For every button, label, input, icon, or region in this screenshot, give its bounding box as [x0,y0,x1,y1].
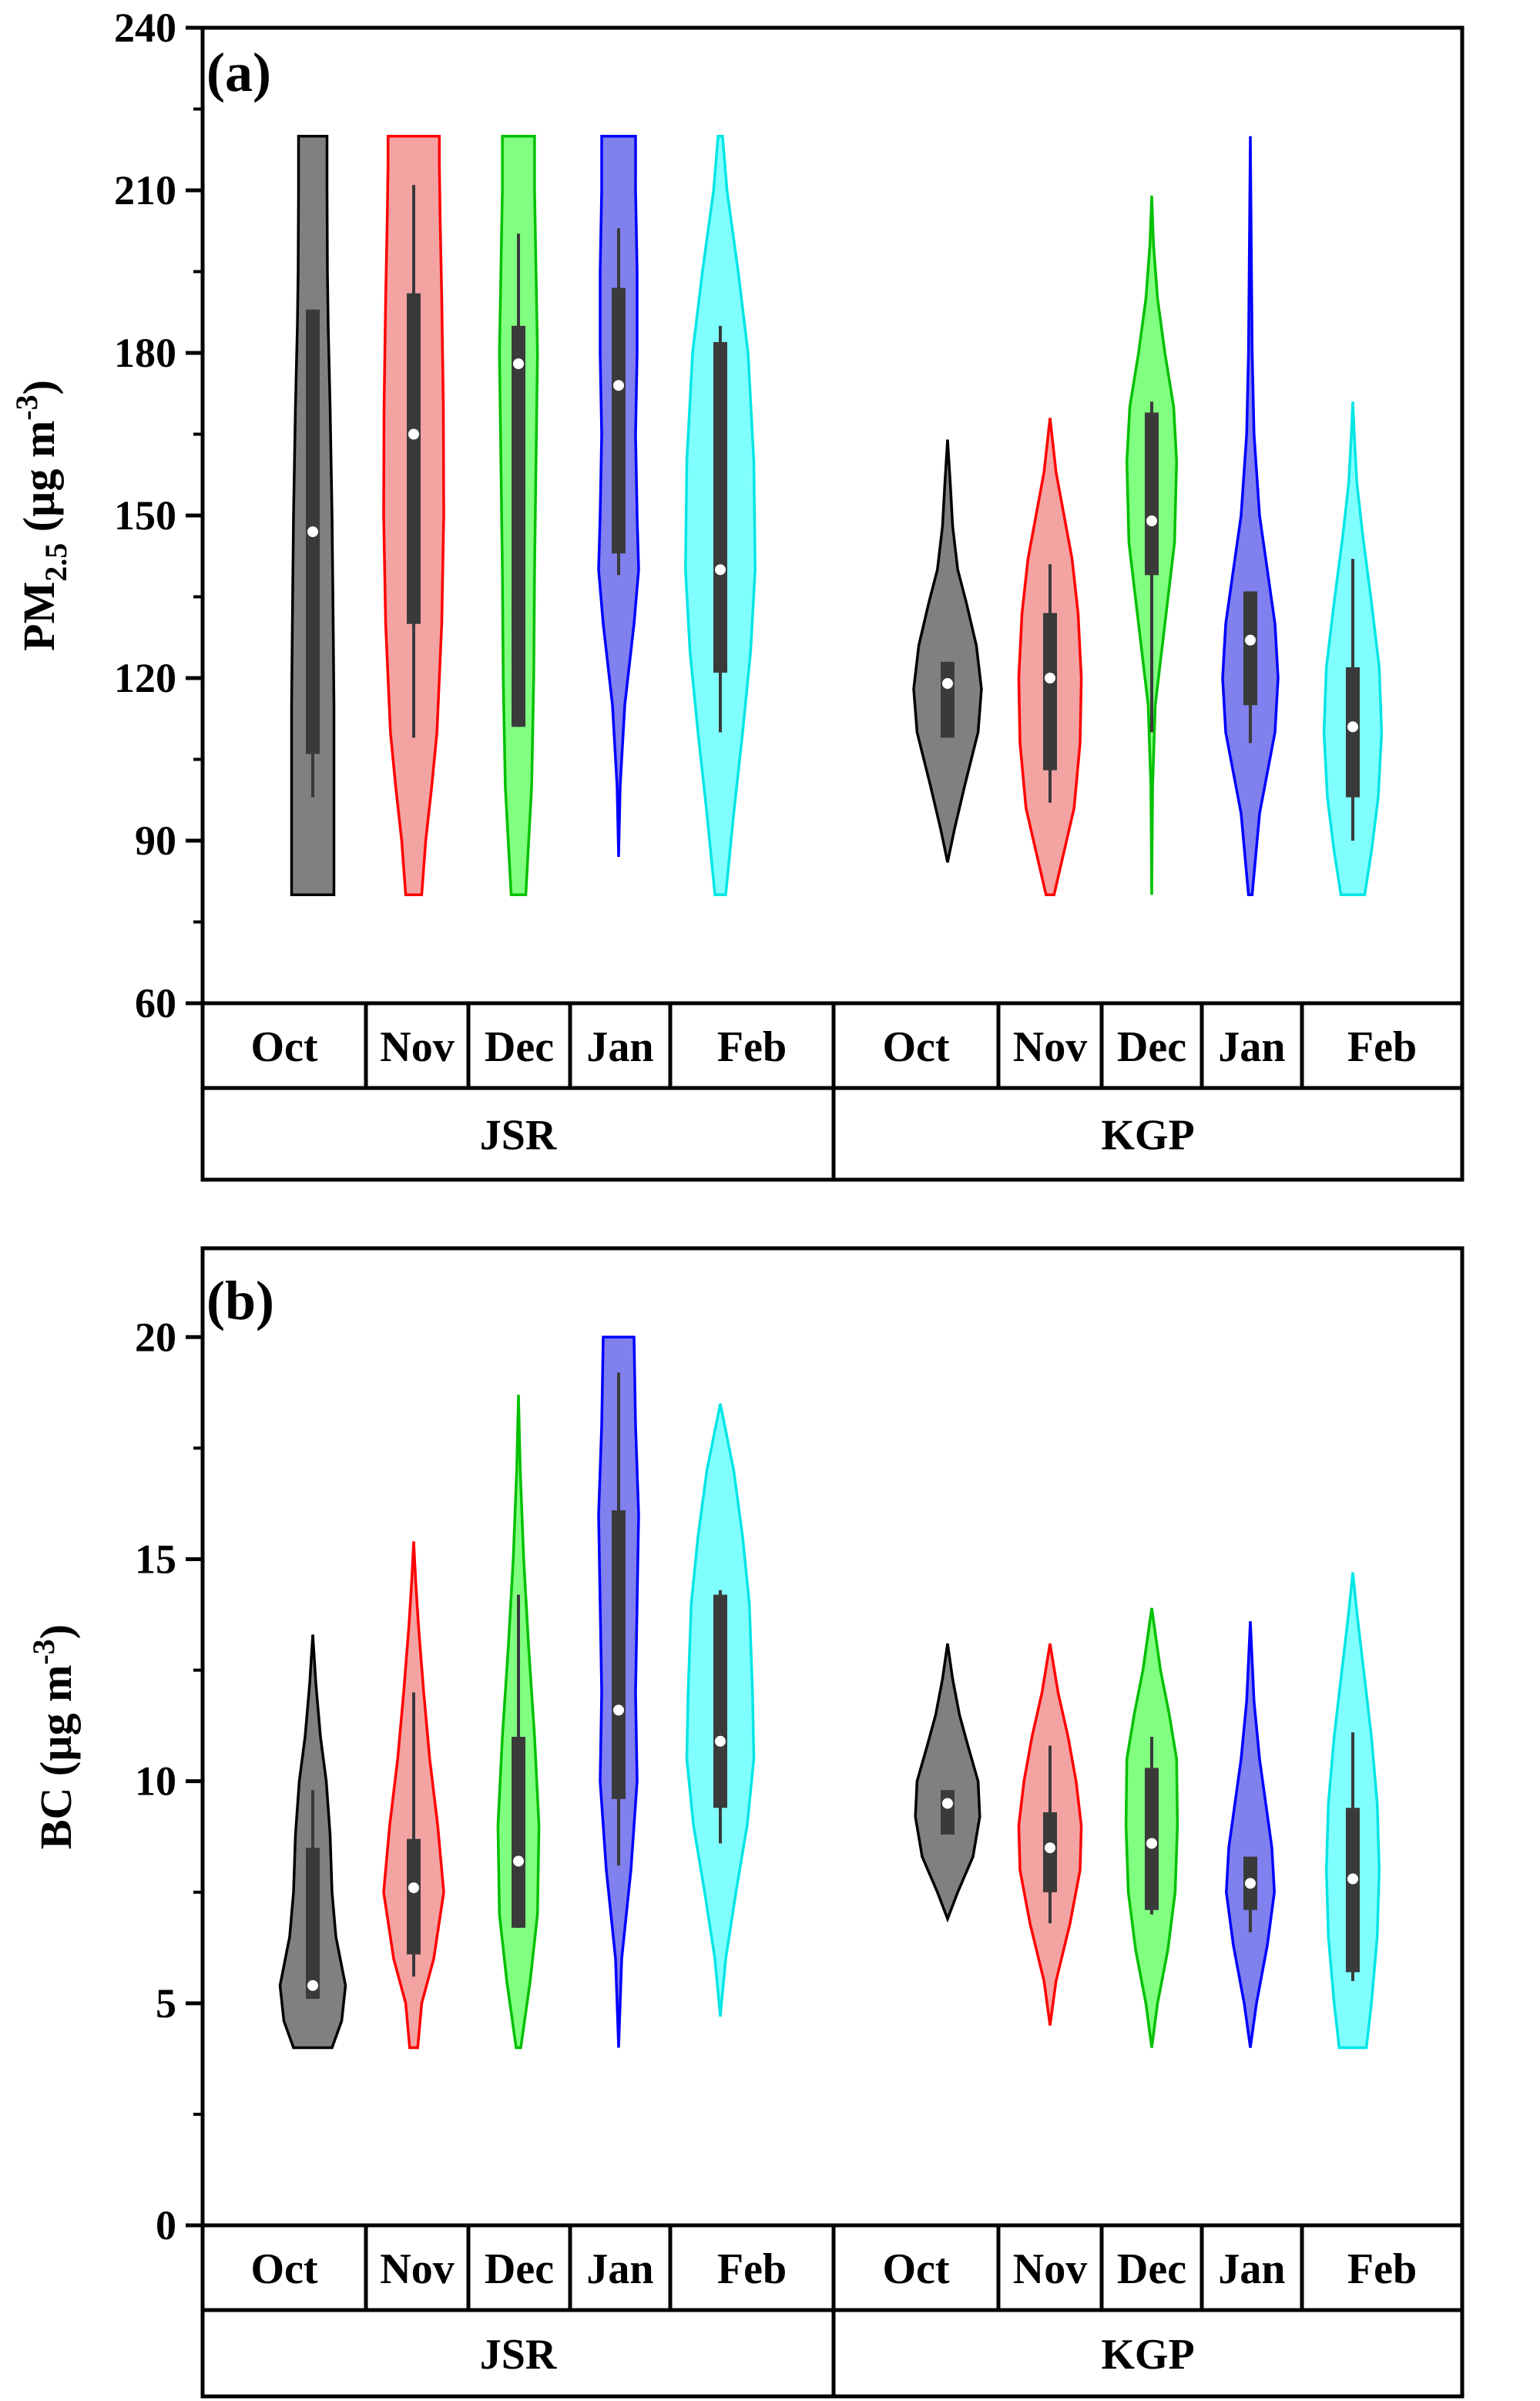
median-marker [408,1882,419,1893]
iqr-box [407,293,421,624]
iqr-box [1243,591,1257,706]
iqr-box [512,1737,525,1928]
category-label: Dec [485,2245,554,2293]
violin-kgp-jan [1221,136,1280,897]
y-axis-title-main: BC [31,1788,81,1850]
median-marker [307,1980,318,1991]
y-axis-title-units: (µg m [14,421,64,543]
category-label: Feb [717,1023,787,1071]
median-marker [1146,1838,1157,1849]
category-label: Nov [380,1023,454,1071]
iqr-box [306,1848,320,2000]
median-marker [513,358,524,370]
median-marker [307,526,318,538]
category-label: Feb [1347,2245,1417,2293]
category-label: Oct [882,1023,949,1071]
iqr-box [612,1510,626,1799]
category-label: Feb [717,2245,787,2293]
median-marker [942,1798,953,1809]
median-marker [513,1855,524,1867]
category-label: Jan [1218,2245,1285,2293]
group-label: JSR [480,1112,557,1160]
group-label: JSR [480,2331,557,2379]
iqr-box [941,661,955,738]
category-label: Jan [1218,1023,1285,1071]
category-label: Nov [380,2245,454,2293]
y-tick-label: 120 [114,655,176,701]
category-label: Oct [250,1023,317,1071]
median-marker [942,678,953,690]
median-marker [1347,1873,1358,1885]
group-label: KGP [1101,2331,1194,2379]
y-tick-label: 60 [135,980,176,1026]
category-label: Nov [1013,1023,1087,1071]
category-label: Oct [882,2245,949,2293]
category-label: Jan [586,1023,653,1071]
median-marker [613,1704,624,1716]
median-marker [715,1735,726,1747]
median-marker [1146,515,1157,527]
category-label: Feb [1347,1023,1417,1071]
iqr-box [713,341,727,673]
panel-a: 60 90 120 150 180 210 240 PM2.5 (µg m-3) (a) Oct N… [9,5,1465,1182]
y-axis-title-units: (µg m [31,1665,81,1788]
y-tick-label: 10 [135,1758,176,1805]
y-axis-title-superscript: -3 [9,395,44,420]
iqr-box [941,1790,955,1835]
panel-b: 0 5 10 15 20 BC (µg m-3) (b) Oct Nov Dec Jan Feb Oct… [26,1246,1465,2399]
median-marker [408,428,419,440]
median-marker [1045,673,1055,683]
y-axis-title: BC (µg m-3) [26,1624,81,1849]
median-marker [1045,1842,1055,1854]
median-marker [1245,634,1256,646]
iqr-box [713,1594,727,1808]
iqr-box [512,325,525,727]
iqr-box [1043,613,1057,771]
group-label: KGP [1101,1112,1194,1160]
violin-kgp-oct [914,1643,981,1923]
y-axis-title-main: PM [14,582,64,651]
category-label: Dec [1117,2245,1186,2293]
y-tick-label: 0 [156,2202,176,2248]
iqr-box [1145,412,1159,576]
plot-frame [200,1246,1465,2228]
panel-label: (a) [206,42,271,103]
y-tick-label: 240 [114,5,176,51]
category-label: Oct [250,2245,317,2293]
panel-label: (b) [206,1270,274,1331]
violin-kgp-jan [1225,1621,1276,2048]
y-axis-title-close: ) [31,1624,81,1639]
category-label: Nov [1013,2245,1087,2293]
median-marker [613,380,624,391]
y-axis-title: PM2.5 (µg m-3) [9,380,73,651]
category-label: Dec [1117,1023,1186,1071]
category-label: Dec [485,1023,554,1071]
y-tick-label: 20 [135,1314,176,1360]
y-axis-title-subscript: 2.5 [39,543,73,582]
category-label: Jan [586,2245,653,2293]
iqr-box [612,287,626,554]
iqr-box [1346,1808,1360,1973]
median-marker [715,564,726,576]
median-marker [1245,1878,1256,1889]
iqr-box [1346,667,1360,798]
y-axis-title-close: ) [14,380,64,395]
y-tick-label: 150 [114,492,176,539]
y-tick-label: 180 [114,330,176,376]
violin-kgp-oct [912,439,983,863]
y-axis-title-superscript: -3 [26,1639,61,1664]
y-tick-label: 90 [135,818,176,864]
y-tick-label: 210 [114,167,176,213]
median-marker [1347,721,1358,733]
y-tick-label: 15 [135,1536,176,1582]
y-tick-label: 5 [156,1980,176,2027]
iqr-box [407,1839,421,1955]
